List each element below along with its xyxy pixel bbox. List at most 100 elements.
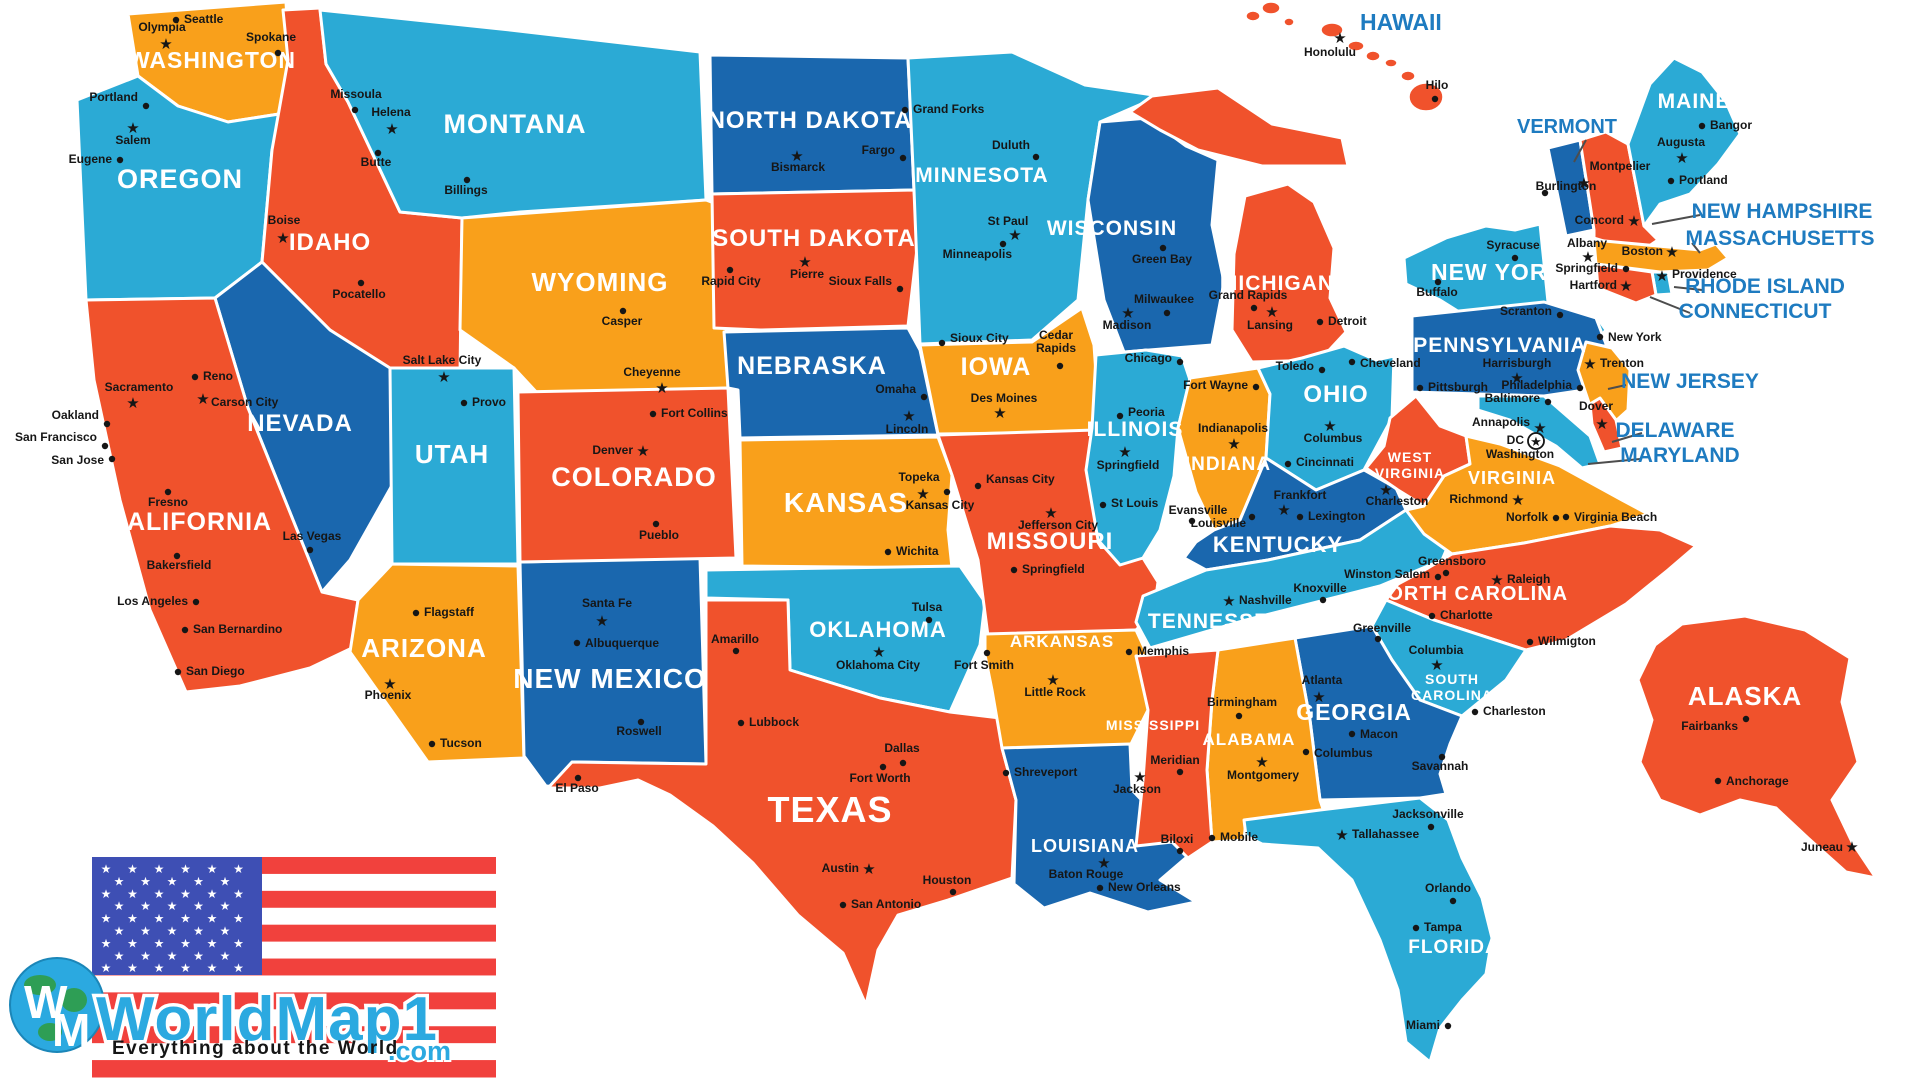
city-label-portland-maine: Portland [1679, 173, 1728, 187]
city-label-greensboro-north-carolina: Greensboro [1418, 554, 1486, 568]
city-dot-icon-columbus-georgia [1302, 748, 1310, 756]
city-label-duluth-minnesota: Duluth [992, 138, 1030, 152]
flag-star-22: ★ [220, 899, 231, 913]
city-label-milwaukee-wisconsin: Milwaukee [1134, 292, 1194, 306]
flag-star-2: ★ [127, 862, 138, 876]
city-label-charlotte-north-carolina: Charlotte [1440, 608, 1493, 622]
city-label-montgomery-alabama: Montgomery [1227, 768, 1299, 782]
hawaii-island-4 [1320, 22, 1344, 38]
city-dot-icon-baltimore-maryland [1544, 398, 1552, 406]
city-dot-icon-fort-worth-texas [879, 763, 887, 771]
capital-star-icon-carson-city-nevada: ★ [196, 391, 209, 408]
city-label-albuquerque-new-mexico: Albuquerque [585, 636, 659, 650]
capital-star-icon-tallahassee-florida: ★ [1335, 827, 1348, 844]
city-dot-icon-wilmigton-north-carolina [1526, 638, 1534, 646]
state-label-pennsylvania: PENNSYLVANIA [1413, 334, 1586, 357]
capital-star-icon-columbus-ohio: ★ [1323, 418, 1336, 435]
flag-star-50: ★ [233, 961, 244, 975]
city-label-salt-lake-city-utah: Salt Lake City [403, 353, 482, 367]
flag-star-36: ★ [154, 936, 165, 950]
city-label-baltimore-maryland: Baltimore [1485, 391, 1541, 405]
city-dot-icon-tampa-florida [1412, 924, 1420, 932]
city-dot-icon-omaha-nebraska [920, 393, 928, 401]
flag-star-32: ★ [193, 924, 204, 938]
city-label-portland-oregon: Portland [89, 90, 138, 104]
city-dot-icon-detroit-michigan [1316, 318, 1324, 326]
state-label-west-virginia-1: WEST [1388, 449, 1432, 465]
city-label-virginia-beach-virginia: Virginia Beach [1574, 510, 1657, 524]
city-label-rapid-city-south-dakota: Rapid City [701, 274, 761, 288]
city-label-mobile-alabama: Mobile [1220, 830, 1258, 844]
city-dot-icon-bangor-maine [1698, 122, 1706, 130]
city-label-los-angeles-california: Los Angeles [117, 594, 188, 608]
city-label-boston-massachusetts: Boston [1622, 244, 1663, 258]
flag-star-46: ★ [127, 961, 138, 975]
capital-star-icon-st-paul-minnesota: ★ [1008, 227, 1021, 244]
us-flag: ★ ★ ★ ★ ★ ★★ ★ ★ ★ ★★ ★ ★ ★ ★ ★★ ★ ★ ★ ★★ ★ ★ ★ ★ ★★ ★ ★ ★ ★★ ★ ★ ★ ★ ★★… [92, 857, 496, 1078]
state-label-california: CALIFORNIA [108, 508, 272, 536]
city-dot-icon-birmingham-alabama [1235, 712, 1243, 720]
capital-star-icon-cheyenne-wyoming: ★ [655, 380, 668, 397]
callout-label-connecticut: CONNECTICUT [1679, 300, 1832, 323]
city-label-provo-utah: Provo [472, 395, 506, 409]
city-label-lexington-kentucky: Lexington [1308, 509, 1365, 523]
state-texas [546, 598, 1018, 1007]
city-label-hilo-hawaii: Hilo [1426, 78, 1449, 92]
city-dot-icon-fort-collins-colorado [649, 410, 657, 418]
flag-star-20: ★ [167, 899, 178, 913]
capital-star-icon-jefferson-city-missouri: ★ [1044, 505, 1057, 522]
city-label-missoula-montana: Missoula [330, 87, 382, 101]
state-label-north-dakota: NORTH DAKOTA [708, 107, 913, 134]
state-illinois [1084, 348, 1192, 567]
city-label-roswell-new-mexico: Roswell [616, 724, 661, 738]
flag-star-49: ★ [207, 961, 218, 975]
state-label-idaho: IDAHO [289, 229, 371, 256]
flag-star-16: ★ [207, 887, 218, 901]
city-dot-icon-albuquerque-new-mexico [573, 639, 581, 647]
state-label-alabama: ALABAMA [1203, 730, 1296, 749]
city-label-frankfort-kentucky: Frankfort [1274, 488, 1327, 502]
capital-star-icon-raleigh-north-carolina: ★ [1490, 572, 1503, 589]
city-label-norfolk-virginia: Norfolk [1506, 510, 1548, 524]
capital-star-icon-sacramento-california: ★ [126, 395, 139, 412]
capital-star-icon-richmond-virginia: ★ [1511, 492, 1524, 509]
city-dot-icon-san-antonio-texas [839, 901, 847, 909]
city-label-lubbock-texas: Lubbock [749, 715, 799, 729]
city-label-richmond-virginia: Richmond [1449, 492, 1508, 506]
callout-line-new-jersey [1607, 384, 1627, 390]
callout-line-maryland [1587, 458, 1641, 465]
city-dot-icon-cedar-rapids-iowa [1056, 362, 1064, 370]
city-label-honolulu-hawaii: Honolulu [1304, 45, 1356, 59]
state-nebraska [722, 326, 940, 440]
city-label-concord-new-hampshire: Concord [1575, 213, 1624, 227]
flag-star-42: ★ [167, 949, 178, 963]
capital-star-icon-boston-massachusetts: ★ [1665, 244, 1678, 261]
city-label-evansville-indiana: Evansville [1169, 503, 1228, 517]
flag-star-24: ★ [127, 912, 138, 926]
capital-star-icon-olympia-washington: ★ [159, 36, 172, 53]
city-label-kansas-city-kansas: Kansas City [906, 498, 975, 512]
city-label-biloxi-mississippi: Biloxi [1161, 832, 1194, 846]
city-dot-icon-meridian-mississippi [1176, 768, 1184, 776]
city-label-tallahassee-florida: Tallahassee [1352, 827, 1419, 841]
hawaii-island-9 [1408, 82, 1444, 112]
city-dot-icon-dallas-texas [899, 759, 907, 767]
city-label-kansas-city-missouri: Kansas City [986, 472, 1055, 486]
city-dot-icon-tucson-arizona [428, 740, 436, 748]
state-label-new-mexico: NEW MEXICO [513, 663, 707, 694]
city-label-reno-nevada: Reno [203, 369, 233, 383]
flag-star-17: ★ [233, 887, 244, 901]
capital-star-icon-dover-delaware: ★ [1595, 416, 1608, 433]
city-label-trenton-new-jersey: Trenton [1600, 356, 1644, 370]
hawaii-island-2 [1261, 1, 1281, 15]
city-label-bangor-maine: Bangor [1710, 118, 1752, 132]
capital-star-icon-oklahoma-city-oklahoma: ★ [872, 644, 885, 661]
city-label-montpelier-vermont: Montpelier [1590, 159, 1651, 173]
city-label-seattle-washington: Seattle [184, 12, 224, 26]
state-label-ohio: OHIO [1303, 381, 1368, 408]
flag-star-45: ★ [101, 961, 112, 975]
capital-star-icon-lansing-michigan: ★ [1265, 304, 1278, 321]
capital-star-icon-trenton-new-jersey: ★ [1583, 356, 1596, 373]
hawaii-island-7 [1384, 58, 1398, 68]
capital-star-icon-honolulu-hawaii: ★ [1333, 30, 1346, 47]
